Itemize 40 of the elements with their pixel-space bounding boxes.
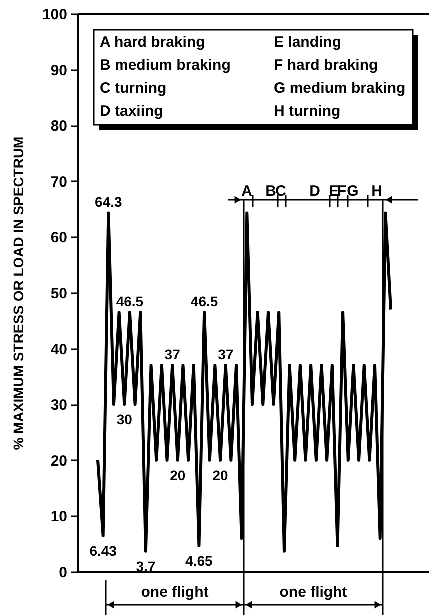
annotation: E [328,183,340,200]
y-tick-label: 70 [50,174,68,191]
annotation: C [276,183,287,200]
y-tick-label: 50 [50,286,68,302]
y-tick-label: 80 [50,118,68,136]
data-label: 46.5 [190,294,218,310]
y-tick-label: 90 [50,62,68,80]
y-tick-label: 40 [50,341,68,358]
annotation: F hard braking [274,57,378,74]
y-tick-label: 0 [59,564,68,582]
y-tick-label: 30 [50,397,68,414]
annotation: H [372,183,382,200]
annotation: C turning [100,80,167,97]
annotation: A hard braking [100,34,206,51]
y-tick-label: 60 [50,230,68,247]
y-tick-label: 100 [42,6,68,24]
annotation: G [347,183,359,200]
text: one flight [280,584,348,601]
annotation: H turning [274,103,341,120]
annotation: B medium braking [100,57,231,74]
annotation: E landing [274,34,342,51]
annotation: D [310,183,321,200]
annotation: G medium braking [274,80,406,97]
annotation: A [242,183,253,200]
data-label: 37 [218,346,234,363]
annotation: B [266,183,277,200]
y-axis-title: % MAXIMUM STRESS OR LOAD IN SPECTRUM [10,136,26,450]
y-tick-label: 10 [50,508,68,526]
data-label: 6.43 [90,543,118,560]
annotation: D taxiing [100,103,164,120]
data-label: 46.5 [116,294,144,310]
data-label: 30 [116,412,133,428]
data-label: 4.65 [186,553,214,570]
data-label: 20 [212,467,229,484]
data-label: 64.3 [95,194,122,210]
y-tick-label: 20 [50,452,68,470]
text: one flight [141,584,209,601]
annotation: F [337,183,347,200]
data-label: 37 [164,346,181,363]
data-label: 20 [170,467,186,484]
